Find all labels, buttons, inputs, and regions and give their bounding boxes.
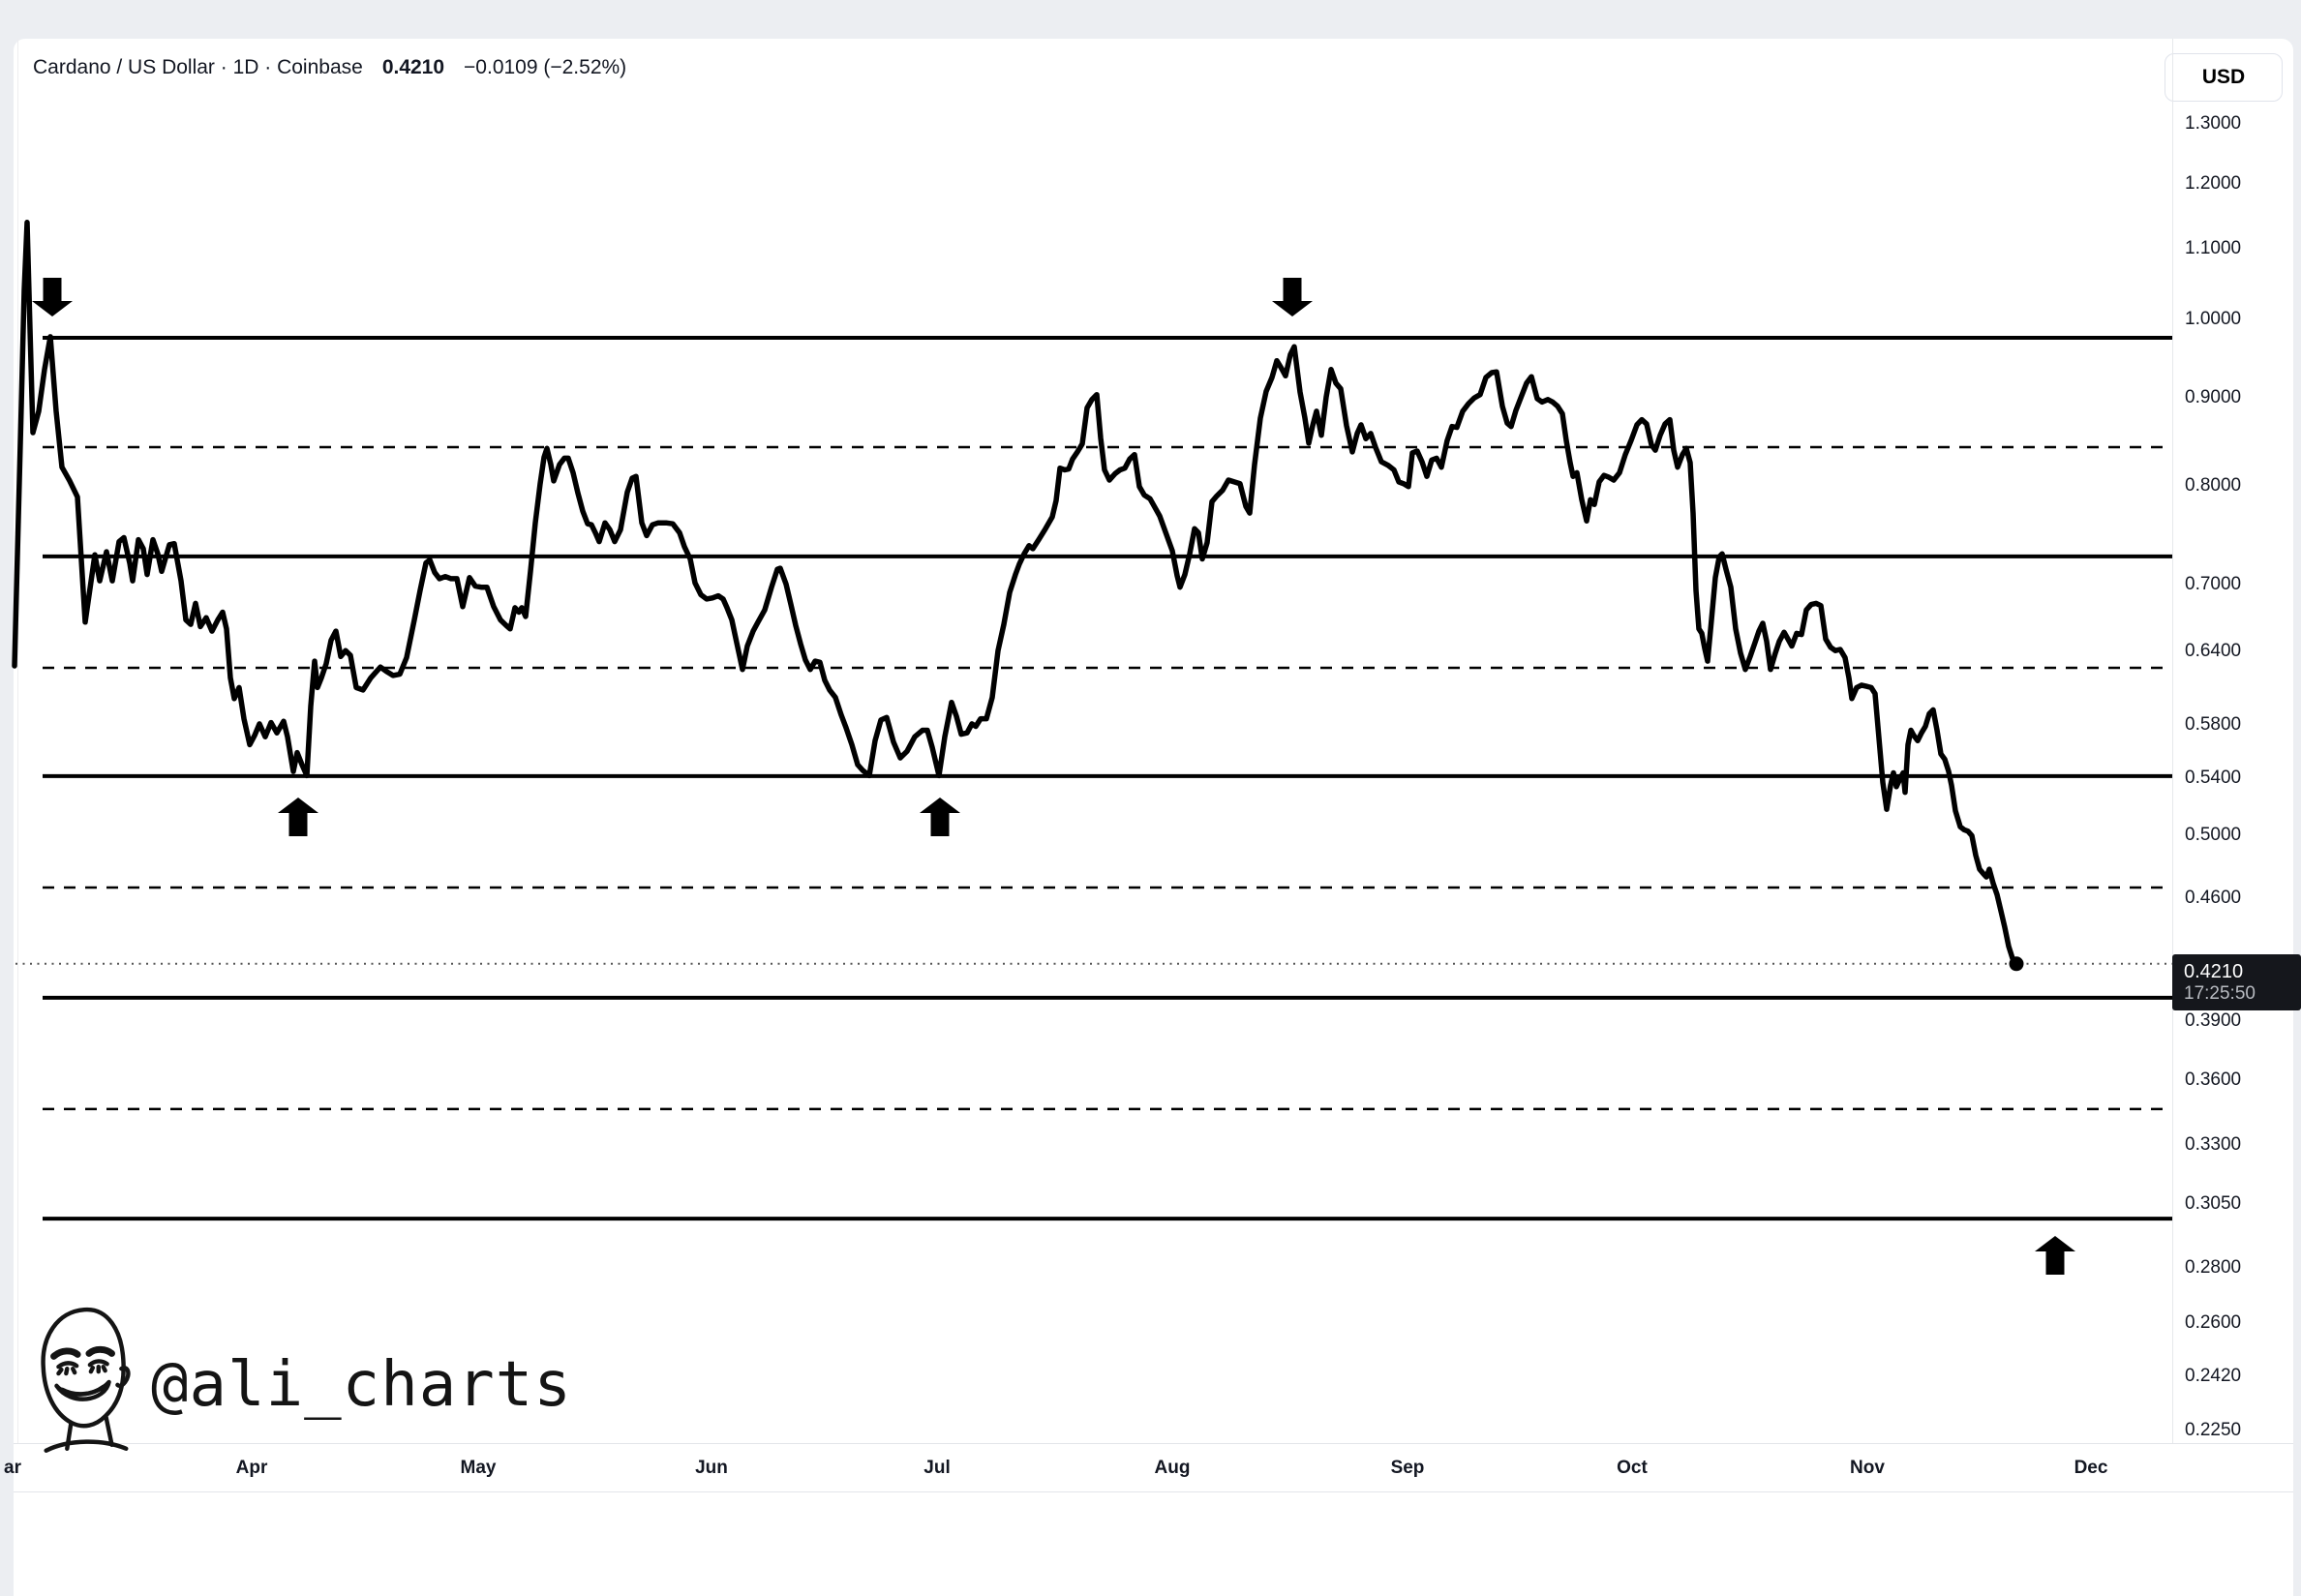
time-axis-label: Apr [235,1457,268,1478]
price-axis[interactable]: 1.3000 1.2000 1.1000 1.0000 0.9000 0.8000 0.70… [2173,0,2301,1491]
time-axis-label: Nov [1850,1457,1885,1478]
price-axis-label: 0.5000 [2185,825,2242,845]
price-axis-label: 0.5400 [2185,768,2242,788]
price-axis-label: 0.9000 [2185,387,2242,407]
price-axis-label: 0.2800 [2185,1257,2242,1278]
price-axis-label: 1.2000 [2185,173,2242,194]
buy-arrow-icon [920,798,960,836]
time-axis-label: Dec [2074,1457,2108,1478]
sell-arrow-icon [1272,278,1313,316]
time-axis[interactable]: ar Apr May Jun Jul Aug Sep Oct Nov Dec [4,1443,2293,1492]
price-axis-label: 1.0000 [2185,309,2242,329]
price-axis-label: 0.6400 [2185,641,2242,661]
price-axis-label: 0.3600 [2185,1069,2242,1090]
time-axis-label: Sep [1390,1457,1425,1478]
price-axis-label: 0.8000 [2185,475,2242,496]
time-axis-label: ar [4,1457,21,1478]
currency-toggle-button[interactable]: USD [2165,53,2283,102]
price-axis-label: 0.2420 [2185,1366,2242,1386]
price-axis-separator [2172,39,2173,1491]
buy-arrow-icon [278,798,318,836]
price-axis-label: 0.4600 [2185,888,2242,908]
legend-change: −0.0109 (−2.52%) [464,56,627,78]
last-price-badge: 0.4210 17:25:50 [2172,954,2301,1010]
time-axis-label: Oct [1617,1457,1648,1478]
price-axis-label: 0.3900 [2185,1010,2242,1031]
symbol-title: Cardano / US Dollar · 1D · Coinbase [33,56,363,78]
last-price-value: 0.4210 [2184,961,2244,982]
price-axis-label: 0.3300 [2185,1134,2242,1155]
price-axis-label: 0.3050 [2185,1193,2242,1214]
buy-arrow-icon [2035,1236,2075,1275]
price-axis-label: 1.1000 [2185,238,2242,258]
last-price-dot [2009,956,2024,972]
time-axis-label: May [460,1457,497,1478]
watermark-handle: @ali_charts [151,1349,572,1421]
pane-left-border [17,39,18,1443]
price-axis-label: 1.3000 [2185,113,2242,134]
price-axis-label: 0.7000 [2185,574,2242,594]
legend-last-price: 0.4210 [381,56,445,78]
sell-arrow-icon [32,278,73,316]
chart-legend[interactable]: Cardano / US Dollar · 1D · Coinbase 0.42… [33,56,626,79]
price-axis-label: 0.2600 [2185,1312,2242,1333]
face-sketch-icon [41,1307,131,1453]
last-price-time: 17:25:50 [2184,983,2256,1004]
price-line[interactable] [12,220,2019,967]
time-axis-label: Jul [923,1457,951,1478]
time-axis-label: Aug [1154,1457,1191,1478]
time-axis-label: Jun [695,1457,728,1478]
chart-panel [14,39,2293,1596]
price-axis-label: 0.5800 [2185,714,2242,735]
watermark: @ali_charts [27,1301,572,1456]
price-axis-label: 0.2250 [2185,1420,2242,1440]
